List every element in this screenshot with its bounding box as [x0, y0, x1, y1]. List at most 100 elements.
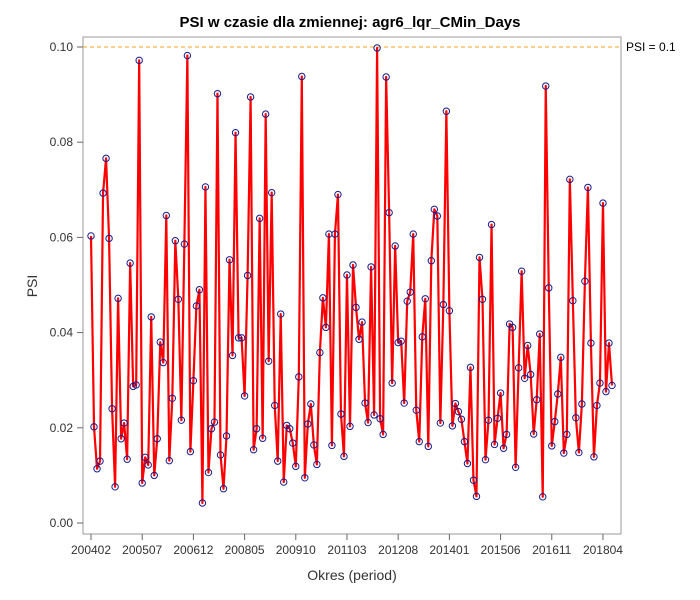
data-point-marker: [213, 89, 222, 98]
data-point-marker: [286, 425, 294, 433]
data-point-marker: [252, 425, 261, 433]
data-point-marker: [111, 483, 119, 491]
data-point-marker: [490, 440, 499, 449]
data-point-marker: [195, 286, 204, 294]
data-point-marker: [343, 271, 351, 279]
data-point-marker: [484, 416, 493, 424]
data-point-marker: [108, 405, 116, 413]
data-point-marker: [340, 452, 348, 461]
x-axis-label: Okres (period): [307, 567, 396, 583]
data-point-marker: [508, 323, 517, 332]
x-tick-label: 201208: [378, 543, 418, 557]
data-point-marker: [132, 381, 140, 389]
data-point-marker: [280, 478, 288, 486]
data-point-marker: [520, 374, 529, 382]
data-point-marker: [523, 341, 532, 350]
data-point-marker: [373, 44, 381, 52]
data-point-marker: [237, 334, 246, 342]
data-point-marker: [159, 358, 167, 367]
data-point-marker: [388, 379, 396, 387]
data-point-marker: [240, 392, 249, 400]
data-point-marker: [231, 128, 240, 137]
data-point-marker: [530, 430, 538, 438]
data-point-marker: [198, 499, 207, 507]
data-point-marker: [301, 474, 309, 482]
data-point-marker: [403, 297, 411, 305]
data-point-marker: [141, 453, 149, 462]
data-point-marker: [310, 441, 318, 449]
data-point-marker: [138, 479, 146, 487]
data-point-marker: [298, 72, 306, 81]
data-point-marker: [481, 455, 490, 464]
data-point-marker: [93, 465, 101, 473]
data-point-marker: [99, 189, 107, 197]
data-point-marker: [587, 339, 595, 347]
data-point-marker: [548, 442, 556, 450]
data-point-marker: [174, 295, 183, 303]
data-point-marker: [201, 183, 210, 191]
y-tick-label: 0.06: [50, 230, 74, 244]
data-point-marker: [554, 390, 562, 398]
data-point-marker: [210, 418, 219, 426]
series-group: [87, 44, 616, 507]
data-point-marker: [289, 439, 297, 447]
reference-line-label: PSI = 0.1: [626, 40, 676, 54]
x-tick-label: 201401: [429, 543, 469, 557]
data-point-marker: [105, 234, 113, 243]
y-tick-label: 0.04: [50, 326, 74, 340]
data-point-marker: [349, 261, 357, 269]
reference-line-group: PSI = 0.1: [83, 40, 676, 54]
plot-frame: [82, 36, 622, 535]
data-point-marker: [358, 318, 366, 326]
data-point-marker: [222, 432, 231, 440]
data-point-marker: [460, 437, 469, 446]
data-point-marker: [578, 400, 586, 408]
data-point-marker: [430, 205, 439, 214]
y-tick-label: 0.08: [50, 135, 74, 149]
data-point-marker: [533, 396, 541, 404]
data-point-marker: [274, 457, 282, 465]
data-point-marker: [186, 447, 195, 456]
data-point-marker: [267, 188, 276, 197]
y-tick-label: 0.02: [50, 421, 74, 435]
data-point-marker: [355, 335, 363, 343]
data-point-marker: [337, 410, 345, 418]
data-point-marker: [216, 451, 225, 459]
data-point-marker: [400, 399, 408, 407]
data-point-marker: [502, 430, 511, 439]
x-tick-label: 200910: [276, 543, 316, 557]
data-point-marker: [162, 211, 170, 220]
data-point-marker: [406, 288, 414, 296]
data-point-marker: [560, 449, 568, 457]
data-point-marker: [144, 461, 152, 469]
data-point-marker: [493, 414, 502, 422]
data-point-marker: [439, 300, 448, 309]
data-point-marker: [605, 339, 613, 347]
data-point-marker: [192, 302, 201, 310]
data-point-marker: [261, 110, 270, 118]
data-point-marker: [180, 240, 189, 248]
data-point-marker: [536, 330, 544, 338]
data-point-marker: [451, 399, 460, 408]
data-point-marker: [243, 271, 252, 280]
data-point-marker: [225, 256, 234, 264]
x-tick-label: 201611: [532, 543, 571, 557]
x-tick-label: 201804: [583, 543, 623, 557]
data-point-marker: [114, 294, 122, 303]
data-point-marker: [120, 419, 128, 427]
data-point-marker: [264, 357, 273, 365]
data-point-marker: [397, 337, 405, 345]
y-axis: 0.00 0.02 0.04 0.06 0.08 0.10: [50, 40, 83, 530]
data-point-marker: [566, 175, 574, 184]
y-tick-label: 0.10: [50, 40, 74, 54]
data-point-marker: [551, 417, 559, 426]
data-point-marker: [292, 462, 300, 471]
data-point-marker: [277, 310, 285, 318]
data-point-marker: [563, 430, 571, 439]
data-point-marker: [514, 364, 523, 372]
x-tick-label: 200507: [122, 543, 162, 557]
data-point-marker: [478, 295, 487, 303]
data-point-marker: [258, 434, 267, 442]
data-point-marker: [572, 414, 580, 422]
data-point-marker: [382, 73, 390, 81]
